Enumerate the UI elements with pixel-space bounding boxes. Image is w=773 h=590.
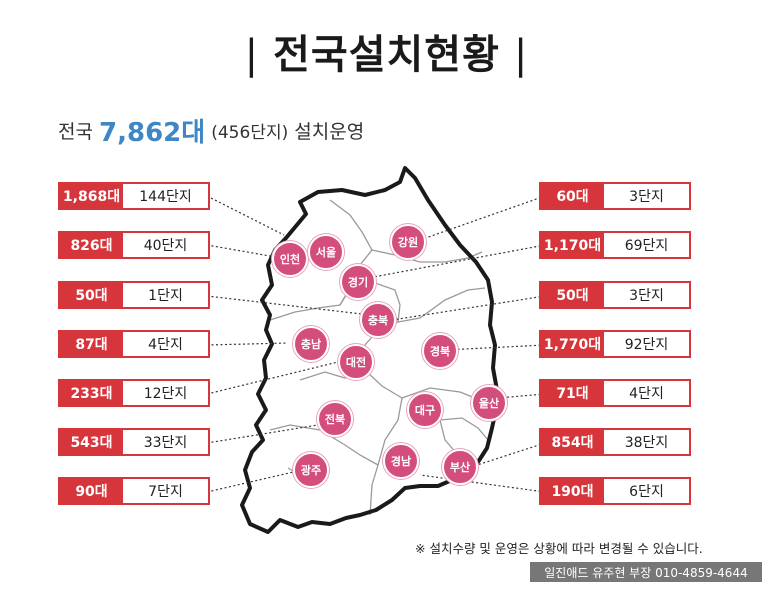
stat-box-left-5: 233대 12단지 xyxy=(58,379,210,407)
unit-count: 1,770대 xyxy=(541,332,604,356)
complex-count: 4단지 xyxy=(629,386,664,402)
complex-count: 33단지 xyxy=(143,435,188,451)
unit-count: 60대 xyxy=(541,184,604,208)
leader-lines xyxy=(206,195,546,493)
stat-box-right-7: 190대 6단지 xyxy=(539,477,691,505)
contact-footer: 일진애드 유주현 부장 010-4859-4644 xyxy=(530,562,762,582)
summary-complexes: (456단지) xyxy=(211,123,289,143)
stat-box-right-1: 60대 3단지 xyxy=(539,182,691,210)
stat-box-left-4: 87대 4단지 xyxy=(58,330,210,358)
region-marker-daegu: 대구 xyxy=(407,392,443,428)
region-marker-jeonbuk: 전북 xyxy=(317,401,353,437)
complex-count: 144단지 xyxy=(139,189,192,205)
stat-box-right-2: 1,170대 69단지 xyxy=(539,231,691,259)
region-marker-incheon: 인천 xyxy=(272,241,308,277)
stat-box-left-1: 1,868대 144단지 xyxy=(58,182,210,210)
region-marker-gangwon: 강원 xyxy=(390,224,426,260)
region-marker-seoul: 서울 xyxy=(308,234,344,270)
region-marker-gwangju: 광주 xyxy=(293,452,329,488)
unit-count: 71대 xyxy=(541,381,604,405)
summary-suffix: 설치운영 xyxy=(294,121,365,143)
stat-box-left-7: 90대 7단지 xyxy=(58,477,210,505)
unit-count: 543대 xyxy=(60,430,123,454)
unit-count: 50대 xyxy=(541,283,604,307)
unit-count: 1,868대 xyxy=(60,184,123,208)
complex-count: 4단지 xyxy=(148,337,183,353)
summary-line: 전국 7,862대 (456단지) 설치운영 xyxy=(58,112,364,149)
complex-count: 12단지 xyxy=(143,386,188,402)
stat-box-right-4: 1,770대 92단지 xyxy=(539,330,691,358)
summary-total: 7,862대 xyxy=(99,118,206,148)
unit-count: 233대 xyxy=(60,381,123,405)
complex-count: 7단지 xyxy=(148,484,183,500)
unit-count: 90대 xyxy=(60,479,123,503)
stat-box-right-6: 854대 38단지 xyxy=(539,428,691,456)
complex-count: 1단지 xyxy=(148,288,183,304)
korea-outline xyxy=(240,166,499,534)
complex-count: 3단지 xyxy=(629,288,664,304)
stat-box-right-5: 71대 4단지 xyxy=(539,379,691,407)
unit-count: 87대 xyxy=(60,332,123,356)
stat-box-right-3: 50대 3단지 xyxy=(539,281,691,309)
disclaimer-note: ※ 설치수량 및 운영은 상황에 따라 변경될 수 있습니다. xyxy=(415,541,703,556)
stat-box-left-2: 826대 40단지 xyxy=(58,231,210,259)
unit-count: 50대 xyxy=(60,283,123,307)
complex-count: 6단지 xyxy=(629,484,664,500)
complex-count: 69단지 xyxy=(624,238,669,254)
region-marker-ulsan: 울산 xyxy=(471,385,507,421)
stat-box-left-3: 50대 1단지 xyxy=(58,281,210,309)
complex-count: 92단지 xyxy=(624,337,669,353)
complex-count: 40단지 xyxy=(143,238,188,254)
region-marker-daejeon: 대전 xyxy=(338,344,374,380)
unit-count: 854대 xyxy=(541,430,604,454)
unit-count: 1,170대 xyxy=(541,233,604,257)
region-marker-gyeonggi: 경기 xyxy=(340,264,376,300)
region-marker-busan: 부산 xyxy=(442,449,478,485)
region-marker-gyeongbuk: 경북 xyxy=(422,333,458,369)
region-marker-chungnam: 충남 xyxy=(293,326,329,362)
region-marker-chungbuk: 충북 xyxy=(360,302,396,338)
page-title: | 전국설치현황 | xyxy=(244,32,529,78)
complex-count: 38단지 xyxy=(624,435,669,451)
unit-count: 826대 xyxy=(60,233,123,257)
region-marker-gyeongnam: 경남 xyxy=(383,443,419,479)
stat-box-left-6: 543대 33단지 xyxy=(58,428,210,456)
summary-prefix: 전국 xyxy=(58,121,93,143)
complex-count: 3단지 xyxy=(629,189,664,205)
unit-count: 190대 xyxy=(541,479,604,503)
